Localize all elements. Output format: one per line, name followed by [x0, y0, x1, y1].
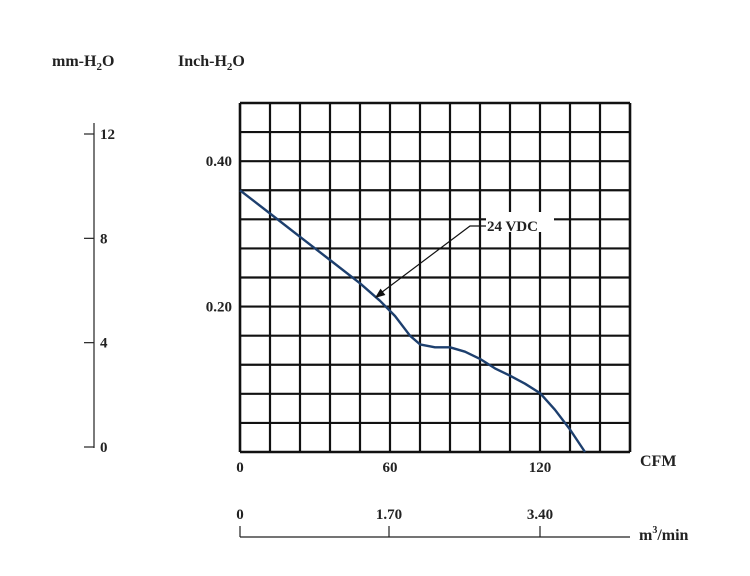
mmh2o-tick-label: 12 — [100, 127, 115, 143]
mmh2o-tick-label: 8 — [100, 231, 108, 247]
m3min-tick-label: 1.70 — [376, 507, 402, 523]
annotation-leader-line — [376, 225, 486, 297]
m3min-axis-label: m3/min — [639, 525, 689, 544]
mmh2o-axis-label: mm-H2O — [52, 53, 114, 73]
cfm-tick-label: 120 — [529, 460, 552, 476]
inchh2o-tick-label: 0.40 — [206, 154, 232, 170]
annotation-arrowhead — [375, 288, 386, 298]
annotation-label-24vdc: 24 VDC — [487, 219, 538, 235]
mmh2o-tick-label: 4 — [100, 336, 108, 352]
cfm-tick-label: 0 — [236, 460, 244, 476]
cfm-axis: 0 60 120 — [236, 460, 551, 476]
mmh2o-tick-label: 0 — [100, 440, 108, 456]
series-line-24vdc — [239, 189, 586, 453]
inchh2o-axis: 0.20 0.40 — [206, 154, 232, 315]
m3min-tick-label: 0 — [236, 507, 244, 523]
m3min-tick-label: 3.40 — [527, 507, 553, 523]
plot-grid — [238, 101, 632, 454]
cfm-tick-label: 60 — [383, 460, 398, 476]
m3min-axis: 0 1.70 3.40 — [236, 507, 630, 538]
annotation-label-bg — [486, 212, 554, 232]
inchh2o-axis-label: Inch-H2O — [178, 53, 245, 73]
mmh2o-axis: 0 4 8 12 — [84, 123, 115, 456]
inchh2o-tick-label: 0.20 — [206, 300, 232, 316]
cfm-axis-label: CFM — [640, 453, 676, 470]
